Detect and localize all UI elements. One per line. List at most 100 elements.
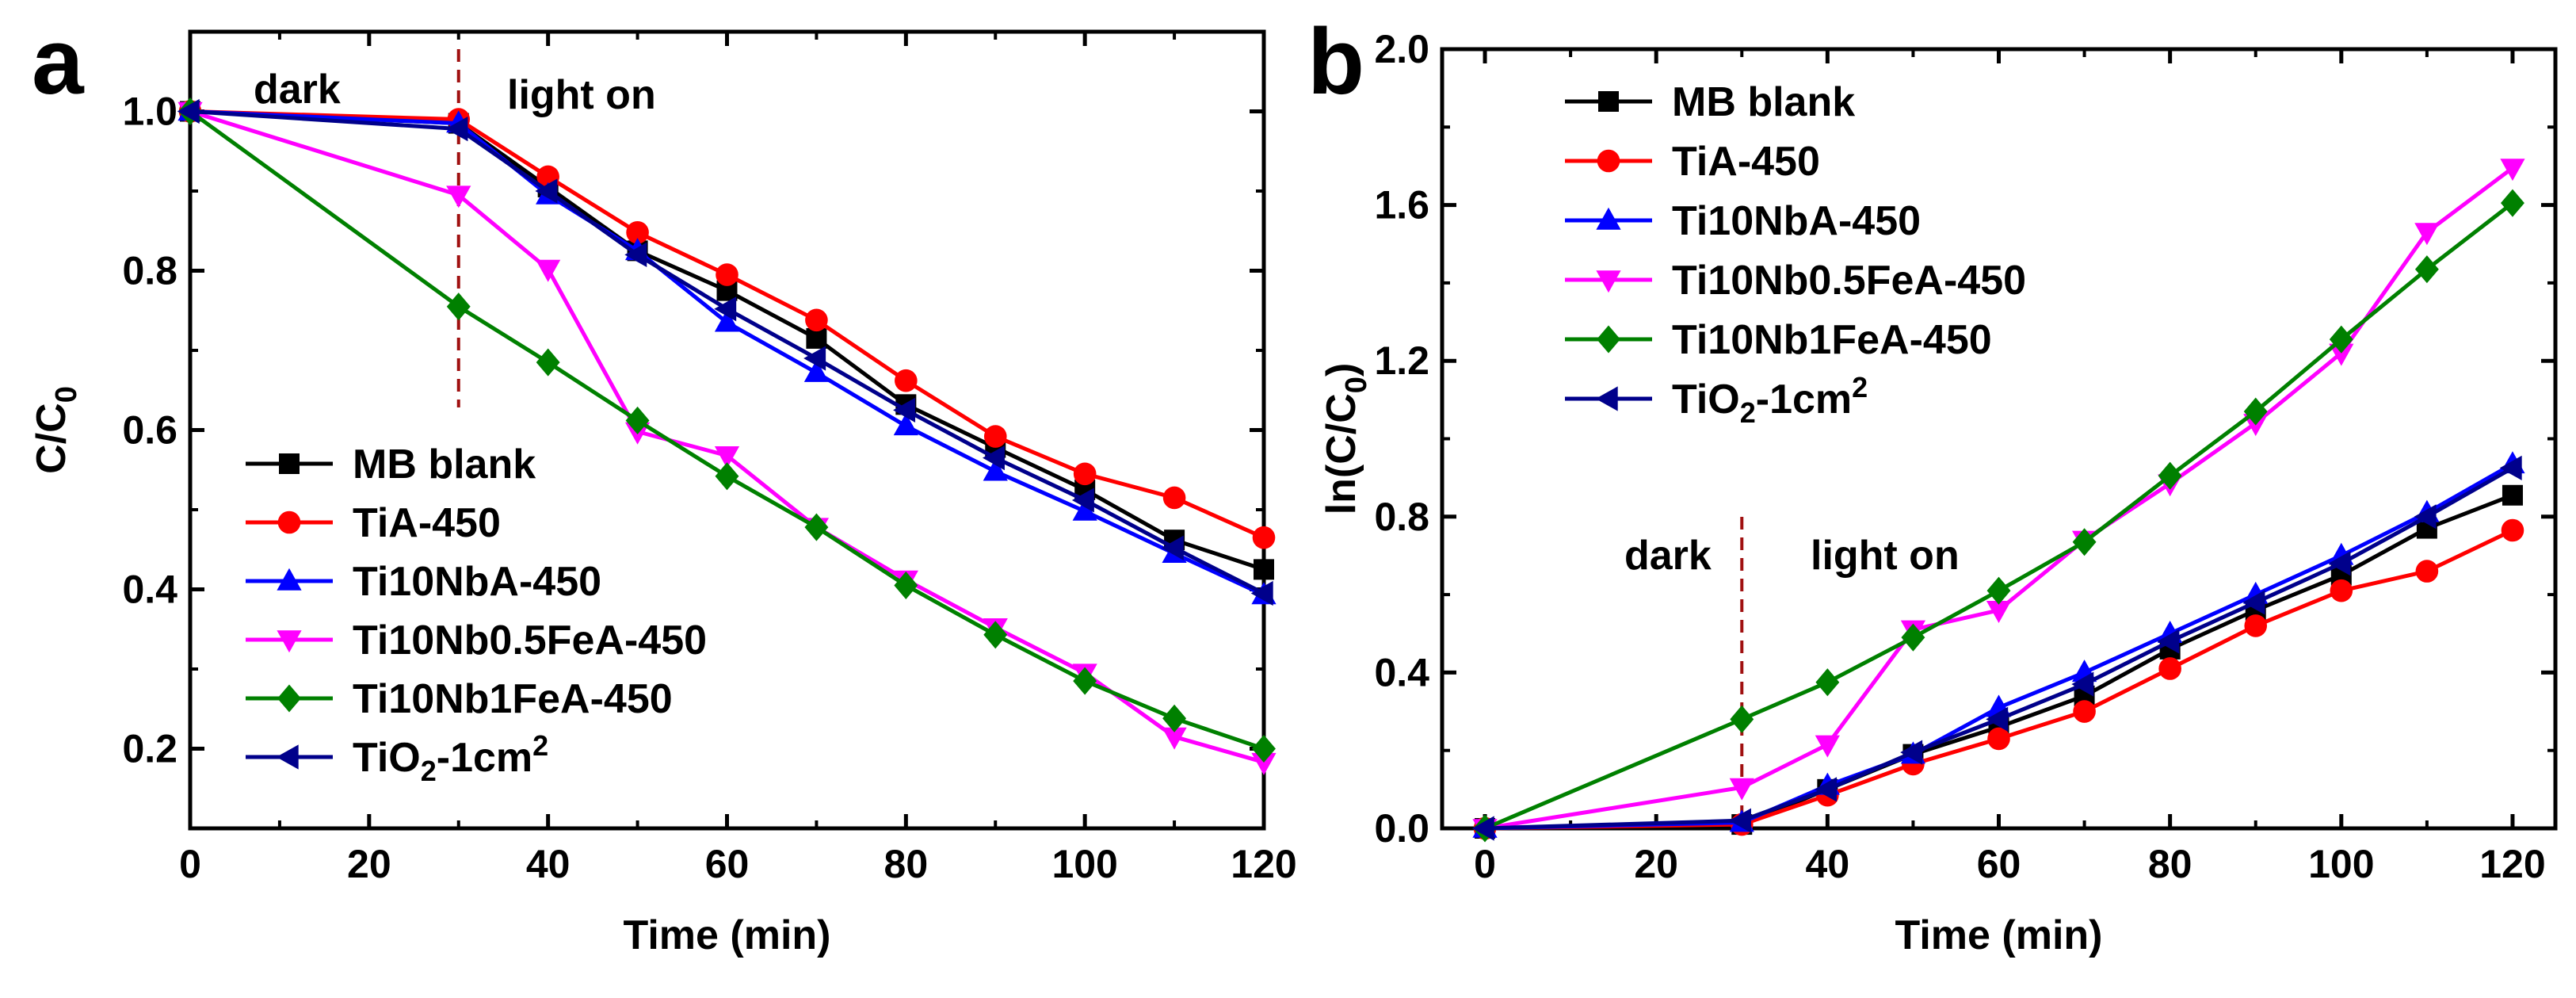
panel-b-x-tick-label: 80 [2148, 842, 2192, 886]
panel-b-point-tio2-1cm2-3 [1900, 740, 1923, 765]
panel-b-y-tick-label: 1.6 [1374, 183, 1429, 228]
panel-b-legend-marker-3 [1596, 270, 1621, 293]
panel-a-frame: 0 20 40 60 80 100 120 0.2 0.4 0.6 0.8 1.0 Time (min)… [29, 29, 1297, 958]
panel-a-series-ti10nb1fea-450 [178, 97, 1276, 763]
panel-b-point-ti10nb0-5fea-450-2 [1815, 735, 1840, 758]
panel-label-b: b [1307, 10, 1364, 114]
panel-b-y-tick-label: 1.2 [1374, 338, 1429, 383]
panel-b-frame: 0 20 40 60 80 100 120 0.0 0.4 0.8 1.2 1.6 2.0 Time (m… [1319, 27, 2558, 958]
panel-a-x-axis-label: Time (min) [624, 912, 831, 958]
panel-b-y-tick-label: 2.0 [1374, 27, 1429, 71]
panel-b-x-tick-label: 120 [2479, 842, 2545, 886]
panel-b-x-tick-label: 100 [2308, 842, 2374, 886]
panel-b-point-tio2-1cm2-4 [1986, 706, 2009, 732]
panel-b-point-ti10nb0-5fea-450-1 [1729, 778, 1754, 801]
panel-a-series [177, 97, 1277, 775]
panel-a-legend-marker-5 [276, 744, 299, 770]
panel-a-x-tick-label: 60 [705, 842, 750, 886]
panel-label-a: a [32, 10, 85, 114]
panel-b-point-tio2-1cm2-10 [2499, 455, 2522, 480]
panel-a-point-tio2-1cm2-2 [535, 178, 558, 204]
panel-a-point-ti10nb1fea-450-4 [715, 462, 739, 491]
panel-a-legend-label-5: TiO2-1cm2 [353, 729, 548, 787]
panel-a-point-tia-450-7 [983, 425, 1007, 448]
panel-b-series [1471, 159, 2525, 843]
panel-a-point-tia-450-6 [895, 369, 918, 392]
panel-b-y-tick-label: 0.8 [1374, 495, 1429, 539]
panel-a-point-ti10nb1fea-450-6 [894, 571, 918, 600]
panel-b-legend-label-4: Ti10Nb1FeA-450 [1672, 317, 1992, 363]
panel-a-legend-marker-3 [277, 630, 302, 653]
panel-b-legend-label-3: Ti10Nb0.5FeA-450 [1672, 258, 2026, 304]
panel-b-point-tio2-1cm2-2 [1815, 777, 1838, 802]
panel-b-y-axis-label: ln(C/C0) [1319, 363, 1373, 515]
panel-a-point-tia-450-10 [1252, 526, 1276, 549]
panel-b-legend-marker-1 [1597, 149, 1620, 173]
panel-b-series-tia-450 [1473, 518, 2524, 840]
panel-a-legend-label-4: Ti10Nb1FeA-450 [353, 676, 673, 722]
panel-b-dark-label: dark [1624, 533, 1712, 579]
panel-a-point-mb-blank-10 [1254, 559, 1274, 580]
panel-b-point-tio2-1cm2-1 [1729, 808, 1751, 833]
panel-b-point-ti10nb1fea-450-4 [1986, 576, 2011, 605]
panel-b-x-tick-label: 60 [1977, 842, 2021, 886]
panel-b-point-tia-450-9 [2415, 560, 2439, 583]
panel-b-legend-marker-5 [1595, 386, 1618, 411]
panel-a-point-ti10nb1fea-450-5 [804, 513, 829, 541]
panel-a-point-ti10nb0-5fea-450-10 [1251, 752, 1277, 775]
panel-b-legend-label-0: MB blank [1672, 79, 1855, 125]
panel-b-legend-marker-4 [1597, 325, 1620, 354]
panel-b-point-tio2-1cm2-0 [1471, 816, 1494, 841]
panel-a-legend-marker-4 [277, 684, 301, 713]
panel-b-legend-label-1: TiA-450 [1672, 139, 1820, 185]
panel-b-point-ti10nb0-5fea-450-4 [1986, 601, 2012, 624]
panel-b-point-ti10nb0-5fea-450-10 [2500, 159, 2525, 182]
panel-b-legend-marker-0 [1598, 91, 1619, 112]
panel-a-point-tio2-1cm2-3 [624, 242, 647, 267]
panel-a-legend-marker-0 [279, 453, 300, 474]
panel-a-legend-marker-2 [277, 568, 302, 591]
panel-a-point-tio2-1cm2-8 [1071, 488, 1094, 513]
panel-a-point-tio2-1cm2-10 [1250, 580, 1273, 606]
panel-a-y-tick-label: 1.0 [122, 90, 177, 134]
panel-a-point-ti10nba-450-6 [893, 413, 918, 436]
panel-a-series-tia-450 [178, 100, 1276, 549]
panel-b-point-tio2-1cm2-5 [2071, 671, 2094, 697]
panel-b-x-axis-label: Time (min) [1895, 912, 2103, 958]
panel-a-y-tick-label: 0.2 [122, 727, 177, 771]
panel-a-point-ti10nb0-5fea-450-2 [536, 259, 561, 282]
panel-b-point-ti10nb0-5fea-450-8 [2329, 343, 2354, 366]
panel-b-x-tick-label: 0 [1474, 842, 1496, 886]
panel-b-point-ti10nb1fea-450-10 [2501, 189, 2524, 217]
panel-b-point-tio2-1cm2-7 [2242, 590, 2265, 615]
panel-a-point-ti10nba-450-4 [714, 309, 740, 332]
panel-b-point-ti10nb1fea-450-5 [2072, 528, 2097, 556]
panel-b-point-tio2-1cm2-8 [2328, 551, 2351, 576]
panel-b-point-tia-450-6 [2158, 657, 2181, 680]
panel-b-series-tio2-1cm2 [1471, 455, 2522, 841]
panel-b-point-tia-450-10 [2501, 518, 2524, 542]
panel-b-point-ti10nb1fea-450-2 [1815, 668, 1840, 697]
panel-a-dark-label: dark [254, 67, 341, 113]
panel-b-point-tia-450-4 [1987, 727, 2010, 751]
panel-a-point-tia-450-9 [1162, 486, 1186, 510]
panel-a-point-mb-blank-5 [806, 327, 827, 349]
panel-a-x-tick-label: 40 [526, 842, 571, 886]
panel-b-point-tio2-1cm2-9 [2414, 504, 2437, 530]
panel-b-legend: MB blank TiA-450 Ti10NbA-450 Ti10Nb0.5FeA-4… [1565, 79, 2026, 429]
panel-b-legend-marker-2 [1596, 207, 1621, 230]
panel-a-legend: MB blank TiA-450 Ti10NbA-450 Ti10Nb0.5FeA-4… [246, 442, 707, 787]
panel-b-point-mb-blank-10 [2502, 484, 2523, 506]
panel-a-point-ti10nb1fea-450-9 [1162, 704, 1187, 732]
panel-a-point-ti10nb1fea-450-2 [536, 348, 560, 377]
panel-b-point-ti10nb1fea-450-6 [2158, 461, 2182, 490]
panel-a-point-tio2-1cm2-4 [714, 296, 737, 322]
panel-a-y-tick-label: 0.8 [122, 249, 177, 293]
panel-a-point-ti10nb0-5fea-450-1 [446, 185, 471, 208]
panel-a-series-tio2-1cm2 [177, 98, 1273, 606]
panel-a-x-tick-label: 0 [179, 842, 201, 886]
panel-a-point-ti10nb1fea-450-1 [446, 293, 471, 321]
panel-b-point-tia-450-8 [2330, 579, 2353, 602]
panel-b-point-ti10nb1fea-450-8 [2329, 325, 2353, 354]
panel-b-point-ti10nb0-5fea-450-9 [2414, 223, 2440, 246]
